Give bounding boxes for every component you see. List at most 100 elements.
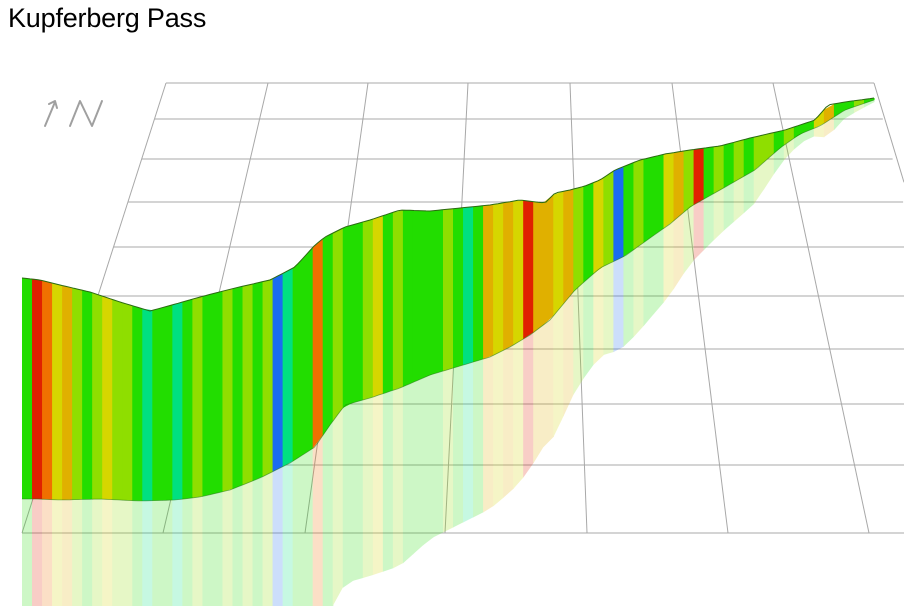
profile-reflection-segment (202, 493, 214, 606)
profile-segment (282, 267, 294, 467)
grid-line (569, 82, 588, 534)
profile-reflection-segment (853, 103, 865, 114)
profile-reflection-segment (623, 249, 635, 347)
profile-segment (653, 154, 665, 236)
profile-reflection-segment (82, 499, 93, 606)
profile-segment (152, 307, 163, 501)
profile-reflection-segment (262, 471, 274, 606)
profile-segment (92, 292, 103, 500)
profile-reflection-segment (212, 491, 224, 606)
profile-segment (332, 227, 344, 422)
profile-reflection-segment (863, 100, 875, 108)
profile-reflection-segment (533, 324, 544, 464)
profile-reflection-segment (352, 399, 364, 581)
profile-segment (853, 99, 865, 107)
profile-segment (503, 201, 514, 351)
profile-reflection-segment (112, 499, 123, 606)
profile-segment (62, 285, 73, 500)
profile-segment (272, 273, 284, 472)
profile-reflection-segment (52, 499, 63, 606)
profile-reflection-segment (473, 358, 484, 518)
profile-reflection-segment (643, 235, 655, 327)
profile-reflection-segment (402, 382, 414, 564)
profile-segment (773, 130, 785, 154)
profile-segment (473, 205, 484, 363)
profile-reflection-segment (713, 187, 725, 241)
profile-reflection-segment (673, 211, 685, 290)
profile-segment (493, 202, 504, 356)
profile-reflection-segment (583, 273, 594, 379)
profile-reflection-segment (683, 204, 695, 274)
profile-reflection-segment (703, 193, 715, 251)
profile-reflection-segment (412, 377, 424, 555)
profile-reflection-segment (483, 355, 494, 513)
profile-segment (182, 299, 193, 500)
profile-reflection-segment (102, 499, 113, 606)
profile-segment (573, 186, 584, 293)
profile-segment (733, 139, 745, 183)
profile-segment (312, 238, 324, 449)
profile-reflection-segment (743, 170, 755, 214)
profile-reflection-segment (563, 291, 574, 417)
profile-reflection-segment (753, 161, 765, 205)
profile-segment (262, 278, 274, 477)
profile-reflection-segment (432, 370, 444, 538)
profile-segment (52, 283, 63, 500)
profile-reflection-segment (463, 361, 474, 523)
profile-reflection-segment (162, 500, 173, 606)
grid-line (772, 82, 870, 534)
profile-segment (102, 296, 113, 500)
profile-reflection-segment (382, 390, 394, 572)
profile-segment (192, 296, 204, 498)
profile-segment (172, 301, 183, 501)
profile-reflection-segment (513, 338, 524, 490)
profile-segment (132, 305, 143, 501)
profile-segment (302, 246, 314, 455)
profile-reflection-segment (42, 499, 53, 606)
profile-segment (412, 210, 424, 383)
profile-reflection-segment (242, 480, 254, 606)
profile-segment (823, 103, 835, 124)
profile-reflection-segment (603, 261, 614, 356)
profile-segment (603, 170, 614, 267)
north-arrow-icon[interactable] (40, 96, 106, 130)
profile-reflection-segment (122, 500, 133, 606)
profile-segment (593, 177, 604, 274)
profile-segment (292, 257, 304, 462)
profile-segment (463, 206, 474, 366)
profile-reflection-segment (342, 402, 354, 588)
profile-segment (252, 281, 264, 481)
profile-segment (232, 286, 244, 490)
page-title: Kupferberg Pass (8, 3, 207, 33)
profile-segment (442, 208, 454, 372)
profile-reflection-segment (32, 499, 43, 606)
profile-reflection-segment (282, 460, 294, 606)
profile-reflection-segment (813, 123, 825, 138)
profile-segment (843, 100, 855, 111)
profile-reflection-segment (733, 176, 745, 223)
profile-reflection-segment (92, 499, 103, 606)
profile-segment (453, 207, 464, 369)
profile-segment (322, 232, 334, 436)
profile-segment (342, 224, 354, 408)
profile-segment (122, 302, 133, 501)
profile-segment (833, 102, 845, 118)
profile-reflection-segment (633, 242, 645, 338)
profile-reflection-segment (302, 448, 314, 606)
profile-segment (813, 109, 825, 129)
profile-segment (222, 288, 234, 492)
profile-reflection-segment (272, 466, 284, 606)
profile-reflection-segment (392, 386, 404, 569)
profile-reflection-segment (192, 496, 204, 606)
profile-reflection-segment (292, 454, 304, 606)
profile-reflection-segment (723, 181, 735, 231)
profile-reflection-segment (503, 344, 514, 499)
profile-segment (402, 210, 414, 387)
profile-segment (112, 299, 123, 501)
profile-reflection-segment (693, 198, 705, 261)
profile-reflection-segment (543, 315, 554, 448)
profile-segment (483, 204, 494, 360)
profile-segment (543, 194, 554, 326)
profile-reflection-segment (613, 256, 625, 353)
profile-segment (202, 293, 214, 497)
